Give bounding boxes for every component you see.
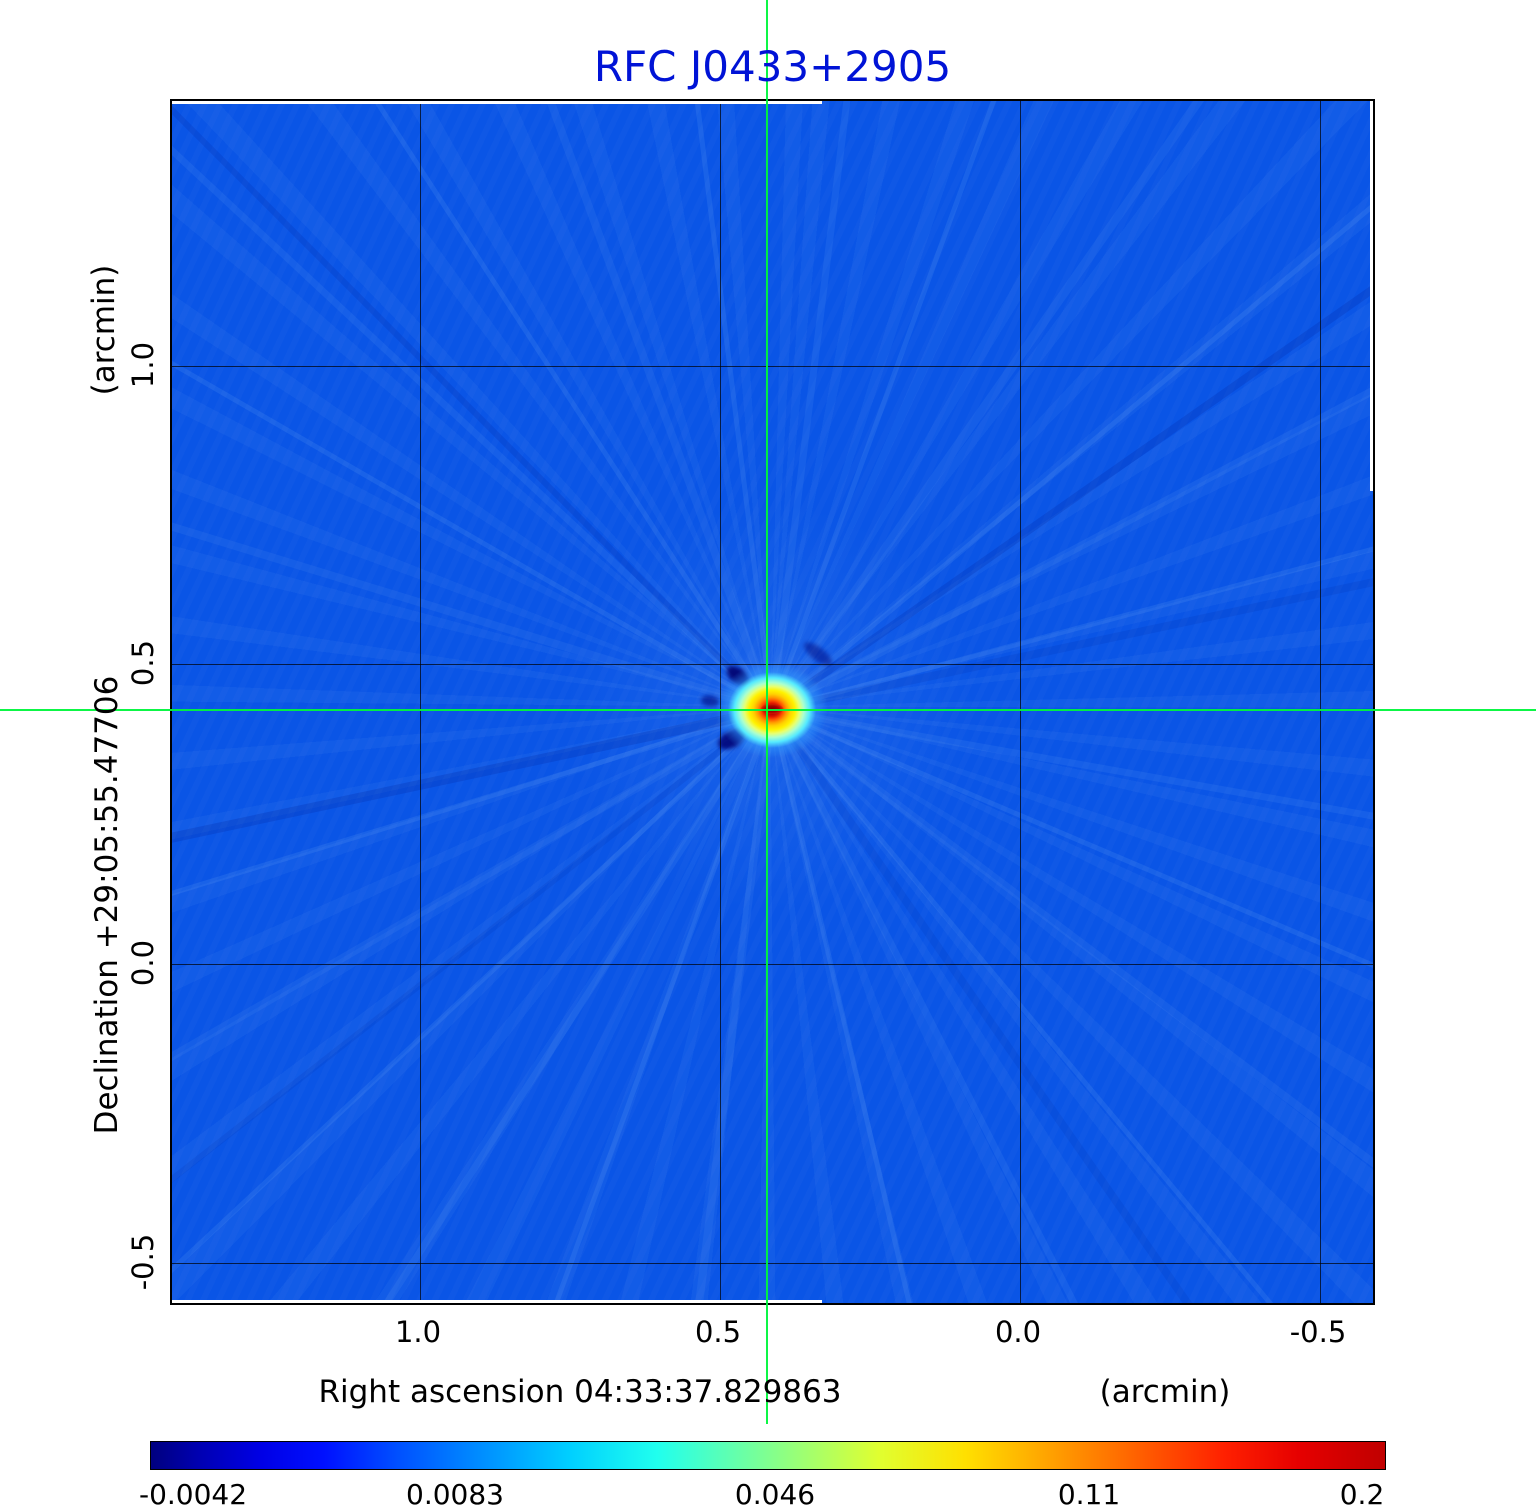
- colorbar-tick-label: -0.0042: [138, 1478, 248, 1511]
- y-tick-label: -0.5: [126, 1233, 160, 1291]
- crosshair-vertical-line: [766, 0, 768, 1424]
- colorbar-tick-label: 0.2: [1339, 1478, 1385, 1511]
- y-tick-label: 0.0: [126, 939, 160, 987]
- colorbar: [150, 1441, 1386, 1470]
- x-tick-label: -0.5: [1289, 1315, 1347, 1349]
- x-axis-unit: (arcmin): [1099, 1374, 1231, 1410]
- colorbar-tick-label: 0.11: [1057, 1478, 1121, 1511]
- sky-image: [170, 99, 1375, 1305]
- grid-line-vertical: [1020, 101, 1021, 1303]
- image-edge-gap: [172, 1300, 822, 1303]
- colorbar-tick-label: 0.046: [734, 1478, 816, 1511]
- y-tick-label: 0.5: [126, 639, 160, 687]
- grid-line-vertical: [420, 101, 421, 1303]
- x-tick-label: 0.0: [994, 1315, 1042, 1349]
- x-tick-label: 0.5: [694, 1315, 742, 1349]
- grid-line-vertical: [1320, 101, 1321, 1303]
- image-edge-gap: [1370, 101, 1373, 491]
- colorbar-tick-label: 0.0083: [406, 1478, 504, 1511]
- crosshair-horizontal-line: [0, 709, 1536, 711]
- grid-line-horizontal: [172, 664, 1373, 665]
- y-axis-unit: (arcmin): [86, 264, 122, 396]
- y-tick-label: 1.0: [126, 341, 160, 389]
- grid-line-horizontal: [172, 366, 1373, 367]
- grid-line-horizontal: [172, 1263, 1373, 1264]
- image-edge-gap: [172, 101, 822, 104]
- grid-line-horizontal: [172, 964, 1373, 965]
- x-tick-label: 1.0: [394, 1315, 442, 1349]
- x-axis-title: Right ascension 04:33:37.829863: [318, 1374, 842, 1410]
- y-axis-title: Declination +29:05:55.47706: [89, 675, 125, 1135]
- plot-title: RFC J0433+2905: [593, 42, 952, 91]
- grid-line-vertical: [720, 101, 721, 1303]
- sidelobe-rays-decoration: [172, 101, 1373, 1303]
